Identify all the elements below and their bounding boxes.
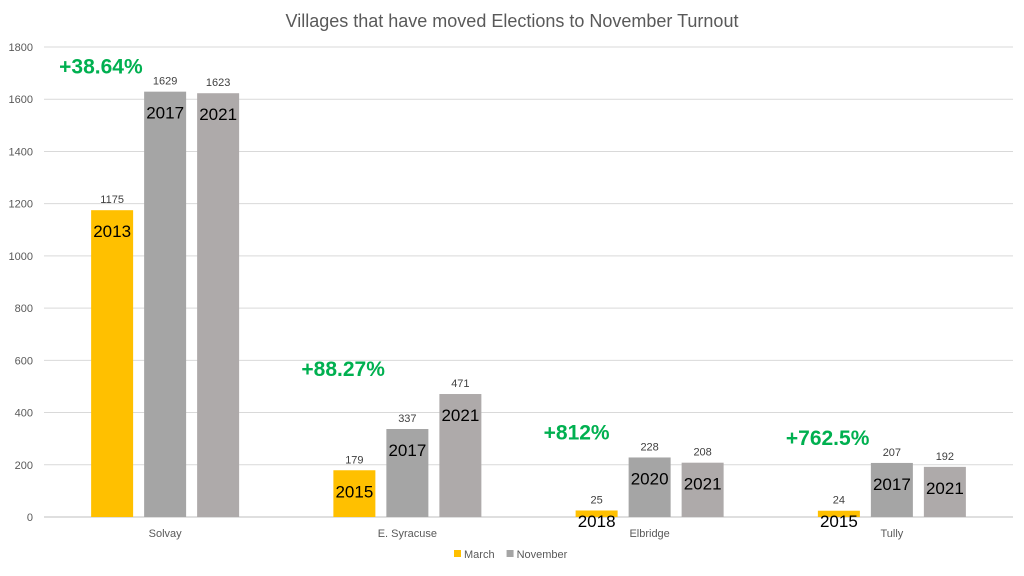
y-tick-label: 1400 [9, 146, 33, 158]
y-tick-label: 800 [15, 303, 33, 315]
bar-value-label: 25 [591, 494, 603, 506]
bar-value-label: 179 [345, 454, 363, 466]
bar-value-label: 208 [693, 447, 711, 459]
y-tick-label: 1200 [9, 199, 33, 211]
legend-label: November [517, 549, 568, 561]
bar [197, 93, 240, 517]
bar-year-label: 2017 [146, 104, 184, 123]
bar-year-label: 2021 [441, 406, 479, 425]
bar-value-label: 1623 [206, 77, 230, 89]
bar-value-label: 1175 [100, 194, 124, 206]
bar-year-label: 2021 [684, 475, 722, 494]
y-tick-label: 0 [27, 512, 33, 524]
bar-year-label: 2018 [578, 512, 616, 531]
bar-labels: 1175 2013 1629 2017 1623 2021 +38.64% 179 2015 33… [59, 56, 964, 531]
bar [681, 462, 724, 517]
y-tick-label: 400 [15, 408, 33, 420]
bar [386, 429, 429, 517]
legend: March November [454, 549, 568, 561]
chart-title: Villages that have moved Elections to No… [286, 11, 739, 31]
bar-year-label: 2020 [631, 469, 669, 488]
bar-year-label: 2015 [820, 512, 858, 531]
bar-value-label: 337 [398, 413, 416, 425]
y-tick-label: 1800 [9, 42, 33, 54]
x-axis: Solvay E. Syracuse Elbridge Tully [149, 528, 904, 540]
bar [817, 510, 860, 517]
bar [870, 462, 913, 517]
category-label: Tully [880, 528, 903, 540]
bar-year-label: 2015 [335, 482, 373, 501]
bar-value-label: 228 [640, 441, 658, 453]
legend-label: March [464, 549, 495, 561]
bar-year-label: 2021 [199, 105, 237, 124]
category-label: Elbridge [629, 528, 669, 540]
bar [144, 91, 187, 518]
bar [91, 210, 134, 517]
change-label: +88.27% [301, 358, 385, 381]
bar [923, 466, 966, 517]
bar [439, 394, 482, 517]
bar-value-label: 192 [936, 451, 954, 463]
category-label: E. Syracuse [378, 528, 437, 540]
bar [628, 457, 671, 517]
y-tick-label: 600 [15, 355, 33, 367]
y-tick-label: 1000 [9, 251, 33, 263]
change-label: +762.5% [786, 427, 870, 450]
y-tick-label: 200 [15, 460, 33, 472]
change-label: +812% [544, 421, 610, 444]
legend-swatch [506, 550, 514, 557]
bar-value-label: 207 [883, 447, 901, 459]
bar-year-label: 2013 [93, 222, 131, 241]
bar-value-label: 471 [451, 378, 469, 390]
change-label: +38.64% [59, 56, 143, 79]
bars [91, 91, 966, 518]
bar-year-label: 2021 [926, 479, 964, 498]
bar-year-label: 2017 [388, 441, 426, 460]
legend-swatch [454, 550, 461, 557]
bar [575, 510, 618, 517]
y-tick-label: 1600 [9, 94, 33, 106]
bar [333, 470, 376, 517]
bar-year-label: 2017 [873, 475, 911, 494]
category-label: Solvay [149, 528, 183, 540]
bar-value-label: 1629 [153, 76, 177, 88]
y-axis: 0 200 400 600 800 1000 1200 1400 1600 1800 [9, 42, 33, 524]
bar-value-label: 24 [833, 495, 845, 507]
